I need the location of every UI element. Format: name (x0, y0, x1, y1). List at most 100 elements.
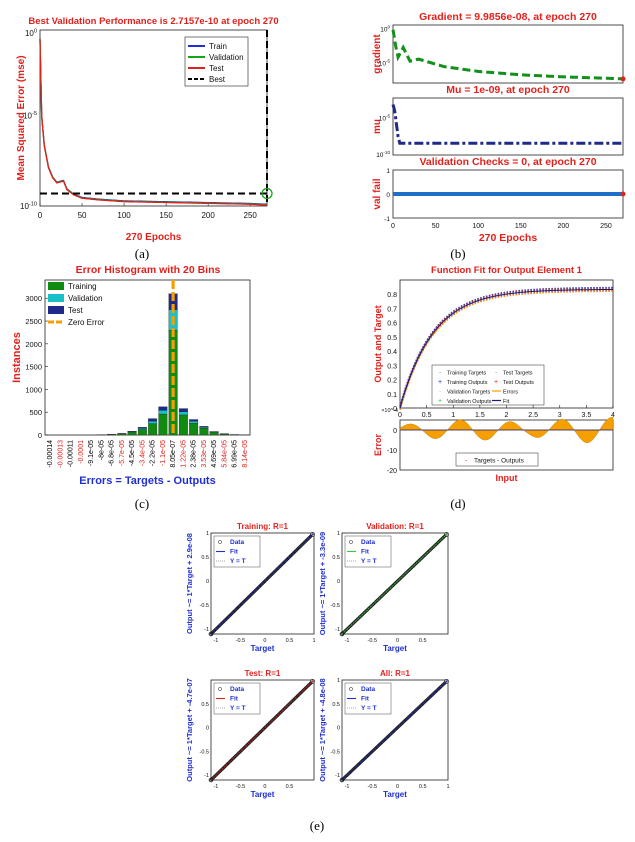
hist-ytick-label: 3000 (25, 294, 42, 303)
grad-ytick-label: 100 (380, 24, 390, 33)
hist-xtick-label: 5.84e-05 (221, 440, 228, 468)
regression-xtick-label: 0.5 (286, 784, 294, 790)
hist-xtick-label: 1.22e-05 (180, 440, 187, 468)
legend-marker (218, 687, 222, 691)
regression-ytick-label: 0 (206, 726, 209, 732)
fit-ytick-label: 0.7 (387, 306, 397, 313)
mu-title: Mu = 1e-09, at epoch 270 (446, 84, 570, 96)
legend-label: Data (361, 686, 375, 693)
gradient-end-marker (620, 76, 626, 82)
perf-ytick-label: 100 (25, 28, 37, 38)
legend-label: Validation (68, 294, 103, 303)
hist-xtick-label: -2.2e-05 (150, 440, 157, 466)
grad-ylabel: gradient (372, 34, 383, 74)
regression-xtick-label: -0.5 (236, 638, 245, 644)
hist-xtick-label: -9.1e-05 (88, 440, 95, 466)
legend-label: Fit (230, 549, 239, 556)
regression-ytick-label: -0.5 (331, 749, 340, 755)
regression-xtick-label: -1 (213, 638, 218, 644)
error-ytick-label: -10 (387, 448, 397, 455)
grad-ytick-label: 10-5 (379, 59, 391, 68)
hist-xtick-label: 6.99e-05 (232, 440, 239, 468)
fit-xlabel: Input (496, 473, 518, 483)
regression-ytick-label: 1 (206, 531, 209, 537)
perf-xtick-label: 0 (38, 211, 43, 220)
regression-fit-overlay (210, 680, 314, 781)
hist-bar-test (158, 406, 168, 411)
hist-xtick-label: -0.00013 (57, 440, 64, 468)
fit-ytick-label: 0 (393, 406, 397, 413)
legend-label: Train (209, 42, 227, 51)
hist-xtick-label: 2.38e-05 (191, 440, 198, 468)
hist-bar-training (199, 428, 209, 436)
regression-xlabel: Target (383, 790, 407, 799)
legend-label: Validation Outputs (447, 399, 492, 405)
legend-marker: + (438, 398, 442, 405)
perf-title: Best Validation Performance is 2.7157e-1… (28, 16, 278, 27)
legend-marker: · (495, 370, 497, 377)
perf-xtick-label: 100 (117, 211, 131, 220)
legend-label: Validation (209, 53, 244, 62)
regression-xtick-label: 0 (263, 784, 266, 790)
fit-ytick-label: 0.2 (387, 378, 397, 385)
hist-ytick-label: 2000 (25, 340, 42, 349)
regression-ytick-label: 0.5 (332, 702, 340, 708)
legend-marker (349, 687, 353, 691)
hist-bar-training (158, 413, 168, 436)
fit-xtick-label: 3.5 (582, 412, 592, 419)
valfail-title: Validation Checks = 0, at epoch 270 (419, 156, 596, 168)
hist-bar-training (178, 414, 188, 436)
gradient-line (391, 29, 623, 81)
fit-xtick-label: 0.5 (422, 412, 432, 419)
hist-bar-test (137, 427, 147, 429)
legend-label: Y = T (361, 705, 377, 712)
legend-label: Test Outputs (503, 380, 534, 386)
regression-ylabel: Output ~= 1*Target + 2.9e-08 (185, 533, 194, 634)
hist-xtick-label: 3.53e-05 (201, 440, 208, 468)
legend-label: Y = T (361, 558, 377, 565)
regression-data-point (444, 679, 449, 684)
valfail-xlabel: 270 Epochs (479, 232, 538, 244)
hist-bar-validation (178, 411, 188, 416)
legend-label: Training Targets (447, 371, 486, 377)
perf-xtick-label: 150 (159, 211, 173, 220)
regression-xtick-label: 0.5 (286, 638, 294, 644)
regression-xtick-label: 0 (396, 638, 399, 644)
fit-xtick-label: 1 (451, 412, 455, 419)
regression-fit-overlay (341, 533, 448, 635)
fit-xtick-label: 3 (558, 412, 562, 419)
regression-ylabel: Output ~= 1*Target + -4.8e-08 (318, 678, 327, 781)
regression-ytick-label: -0.5 (200, 749, 209, 755)
hist-bar-training (117, 433, 127, 436)
legend-swatch (48, 306, 64, 314)
regression-xtick-label: -0.5 (236, 784, 245, 790)
hist-xtick-label: 8.05e-07 (170, 440, 177, 468)
regression-data-point (310, 679, 315, 684)
regression-data-point (208, 631, 214, 637)
regression-ytick-label: -1 (335, 773, 340, 779)
hist-bar-training (148, 423, 158, 436)
valfail-ytick-label: -1 (384, 216, 390, 223)
valfail-ytick-label: 1 (386, 168, 390, 175)
legend-label: Fit (230, 696, 239, 703)
panel-caption: (e) (310, 818, 324, 833)
hist-xtick-label: 8.14e-05 (242, 440, 249, 468)
regression-data-point (208, 777, 214, 783)
regression-ytick-label: -1 (204, 627, 209, 633)
legend-label: Data (361, 539, 375, 546)
hist-bar-validation (158, 410, 168, 415)
fit-ytick-label: 0.3 (387, 363, 397, 370)
hist-xtick-label: -1.1e-05 (160, 440, 167, 466)
perf-ytick-label: 10-10 (20, 201, 37, 211)
hist-ytick-label: 2500 (25, 317, 42, 326)
legend-label: Best (209, 75, 226, 84)
valfail-end-marker (620, 191, 626, 197)
mu-axes (392, 97, 624, 156)
fit-ytick-label: 0.6 (387, 321, 397, 328)
legend-marker: · (439, 370, 441, 377)
mu-ylabel: mu (372, 119, 383, 134)
regression-xtick-label: -1 (345, 638, 350, 644)
fit-ytick-label: 0.8 (387, 292, 397, 299)
panel-caption: (d) (450, 496, 465, 511)
hist-bar-test (178, 408, 188, 412)
